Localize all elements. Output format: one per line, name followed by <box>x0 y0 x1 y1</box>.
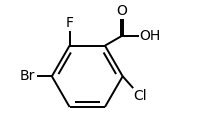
Text: Cl: Cl <box>134 89 147 103</box>
Text: OH: OH <box>140 29 161 43</box>
Text: Br: Br <box>20 69 35 83</box>
Text: O: O <box>117 4 128 18</box>
Text: F: F <box>66 16 74 30</box>
